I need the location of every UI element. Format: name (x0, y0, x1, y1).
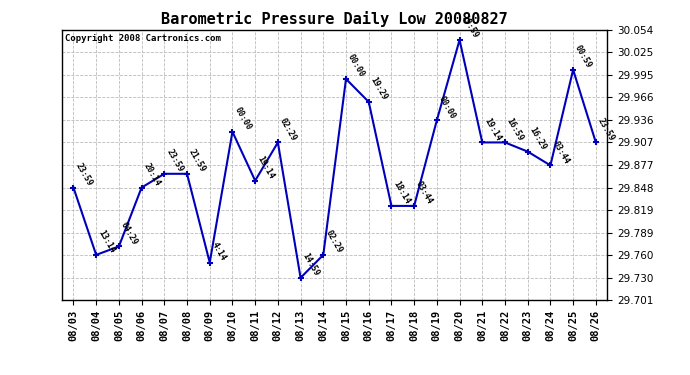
Text: 20:14: 20:14 (141, 161, 162, 188)
Text: 03:44: 03:44 (414, 180, 435, 206)
Text: 23:59: 23:59 (596, 116, 616, 142)
Text: 21:59: 21:59 (187, 148, 207, 174)
Text: 02:29: 02:29 (278, 116, 298, 142)
Text: 04:29: 04:29 (119, 220, 139, 246)
Text: 16:59: 16:59 (505, 116, 525, 142)
Text: 02:29: 02:29 (324, 229, 344, 255)
Text: 4:14: 4:14 (210, 241, 228, 262)
Text: 00:00: 00:00 (437, 94, 457, 120)
Text: 18:14: 18:14 (391, 180, 412, 206)
Text: 19:14: 19:14 (482, 116, 502, 142)
Text: 00:00: 00:00 (233, 106, 253, 132)
Text: 14:59: 14:59 (301, 252, 321, 278)
Text: 03:44: 03:44 (551, 139, 571, 165)
Text: Copyright 2008 Cartronics.com: Copyright 2008 Cartronics.com (65, 34, 221, 43)
Text: 13:14: 13:14 (96, 229, 117, 255)
Text: 00:00: 00:00 (346, 53, 366, 79)
Title: Barometric Pressure Daily Low 20080827: Barometric Pressure Daily Low 20080827 (161, 12, 508, 27)
Text: 23:59: 23:59 (164, 148, 185, 174)
Text: 19:59: 19:59 (460, 14, 480, 40)
Text: 16:29: 16:29 (528, 126, 548, 152)
Text: 19:29: 19:29 (368, 76, 389, 102)
Text: 23:59: 23:59 (73, 161, 94, 188)
Text: 19:14: 19:14 (255, 154, 275, 181)
Text: 00:59: 00:59 (573, 44, 593, 70)
